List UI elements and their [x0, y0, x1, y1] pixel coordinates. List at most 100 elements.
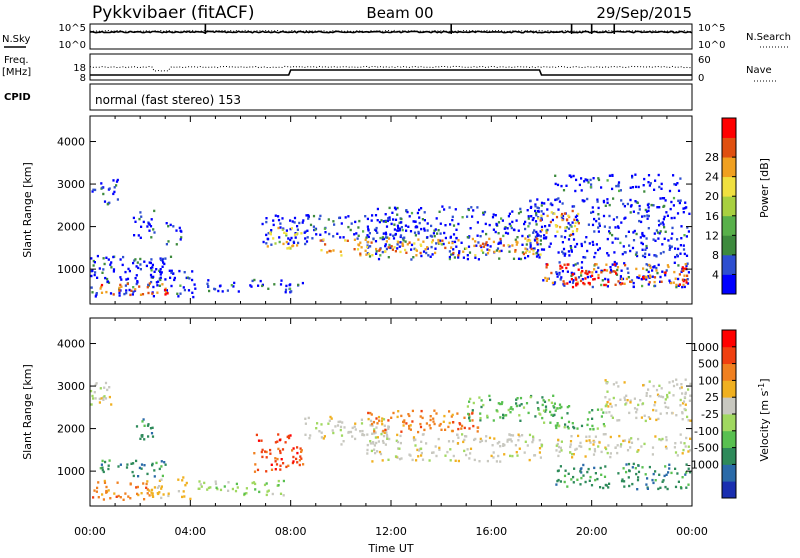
cell-0-15 [141, 293, 145, 296]
cell-10-131 [443, 208, 446, 211]
cell-14-75 [681, 402, 685, 405]
cell-14-5 [606, 390, 609, 393]
cell-8-127 [499, 460, 502, 463]
cell-3-10 [158, 479, 161, 482]
cell-13-27 [643, 177, 646, 181]
cell-2-21 [164, 463, 167, 466]
cell-14-2 [619, 398, 622, 401]
cell-3-7 [575, 284, 578, 287]
cell-1-21 [515, 243, 518, 246]
cell-9-96 [536, 243, 539, 246]
cell-6-32 [250, 285, 253, 288]
cell-2-16 [130, 462, 133, 465]
cell-12-97 [579, 441, 582, 445]
colorbar-label-4: -25 [701, 408, 719, 421]
cell-1-72 [424, 248, 427, 251]
cell-14-94 [649, 395, 652, 398]
colorbar-segment-8 [722, 346, 736, 364]
cell-9-44 [408, 427, 411, 430]
cell-8-134 [498, 440, 501, 444]
cell-1-36 [132, 290, 135, 294]
cell-10-18 [393, 223, 396, 226]
cell-14-68 [623, 396, 626, 399]
cell-8-116 [379, 452, 383, 456]
cell-0-25 [118, 286, 121, 290]
cell-11-206 [671, 232, 674, 235]
cell-9-44 [384, 244, 387, 248]
cell-7-49 [265, 233, 268, 237]
cell-10-67 [510, 406, 513, 409]
cell-11-18 [568, 405, 571, 408]
cell-5-14 [214, 482, 218, 486]
cell-7-5 [329, 415, 332, 419]
cell-12-5 [559, 278, 562, 281]
cell-7-43 [380, 432, 383, 436]
cell-11-156 [647, 209, 650, 212]
cell-8-87 [538, 439, 541, 442]
cell-3-1 [160, 485, 163, 488]
cell-11-2 [557, 251, 560, 254]
cell-12-62 [604, 277, 607, 281]
cell-8-68 [369, 442, 372, 445]
cell-7-28 [304, 422, 307, 425]
y-tick-label-3: 4000 [57, 338, 85, 351]
cell-12-113 [673, 261, 676, 264]
cell-8-58 [503, 453, 506, 456]
cell-9-78 [376, 422, 379, 425]
cell-1-20 [332, 249, 335, 252]
cell-8-149 [376, 436, 379, 439]
cell-8-27 [390, 222, 393, 226]
cell-13-95 [662, 479, 665, 482]
cell-10-132 [495, 223, 498, 227]
cell-1-41 [360, 246, 363, 249]
cell-9-71 [440, 428, 443, 431]
x-tick-label-3: 12:00 [375, 525, 407, 538]
cell-10-50 [480, 405, 483, 409]
cell-10-43 [479, 412, 482, 415]
cell-7-47 [290, 236, 293, 240]
cell-1-84 [123, 292, 126, 296]
cell-6-30 [277, 433, 280, 436]
cell-6-15 [302, 463, 305, 466]
cell-7-21 [302, 219, 305, 222]
cell-1-89 [346, 239, 349, 242]
cell-14-28 [608, 411, 611, 414]
cell-8-73 [399, 234, 403, 237]
cell-11-43 [573, 426, 576, 430]
cell-3-15 [159, 258, 163, 262]
cell-11-50 [674, 247, 677, 250]
cell-2-20 [132, 462, 135, 465]
cell-10-69 [527, 217, 530, 220]
cell-12-16 [685, 436, 688, 440]
cell-1-7 [97, 481, 100, 484]
cell-11-42 [542, 409, 546, 412]
cell-9-58 [452, 233, 456, 236]
cell-11-43 [537, 249, 540, 252]
cell-1-106 [155, 281, 158, 284]
cell-11-259 [622, 202, 625, 206]
cell-11-9 [553, 413, 556, 417]
cell-8-79 [415, 459, 418, 462]
cell-8-27 [416, 448, 419, 452]
cell-11-48 [566, 405, 569, 409]
cell-11-234 [676, 238, 679, 241]
cell-11-274 [676, 253, 679, 257]
cell-9-39 [498, 257, 501, 260]
cell-1-90 [161, 265, 164, 268]
cell-1-72 [128, 269, 131, 273]
cell-12-100 [682, 448, 685, 452]
cell-14-21 [606, 401, 609, 404]
cell-5-16 [295, 233, 298, 236]
cell-7-68 [387, 425, 390, 429]
cell-9-115 [366, 244, 369, 247]
cell-10-26 [553, 402, 556, 405]
cell-11-218 [534, 235, 537, 239]
cell-9-137 [499, 242, 502, 245]
cell-10-12 [518, 414, 521, 417]
cell-6-7 [289, 434, 292, 437]
cell-7-23 [377, 440, 380, 443]
cell-7-50 [287, 237, 290, 240]
cell-11-101 [563, 236, 567, 239]
cell-8-42 [484, 439, 487, 443]
cell-12-54 [605, 447, 608, 451]
